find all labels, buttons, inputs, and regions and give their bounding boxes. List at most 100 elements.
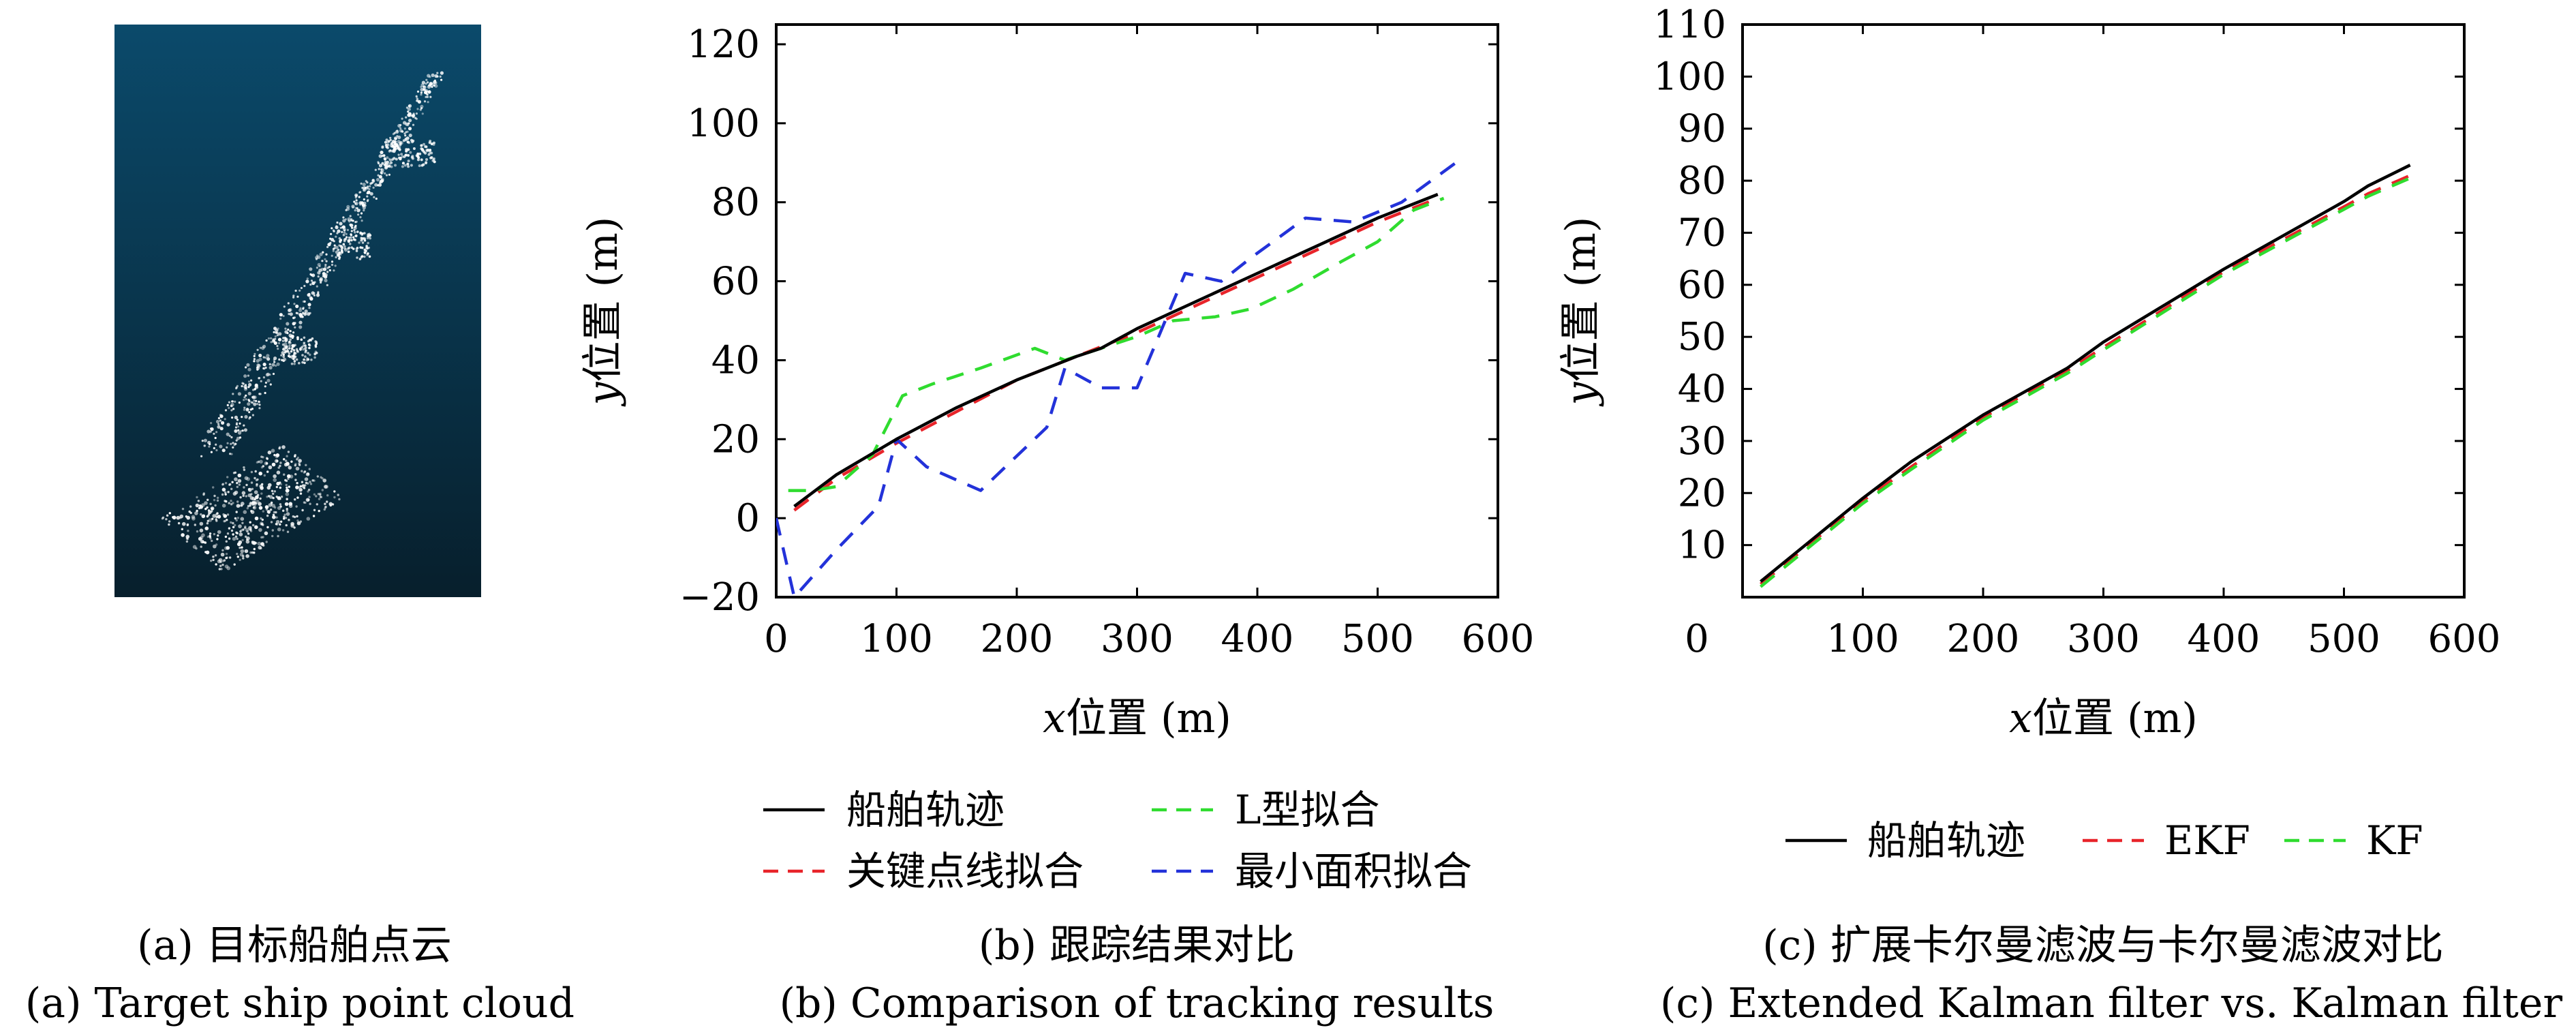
point-cloud-dot [288, 352, 291, 355]
point-cloud-dot [215, 443, 217, 446]
point-cloud-dot [284, 338, 287, 341]
point-cloud-dot [354, 209, 356, 212]
point-cloud-dot [275, 485, 278, 489]
point-cloud-dot [284, 479, 287, 482]
point-cloud-dot [280, 496, 283, 498]
point-cloud-dot [423, 142, 425, 146]
point-cloud-dot [294, 326, 296, 329]
point-cloud-dot [246, 506, 249, 510]
point-cloud-dot [240, 517, 245, 521]
x-tick-label: 400 [2188, 617, 2260, 661]
point-cloud-dot [397, 153, 400, 156]
point-cloud-dot [204, 551, 207, 554]
point-cloud-dot [342, 243, 346, 246]
point-cloud-dot [408, 104, 412, 108]
point-cloud-dot [342, 216, 345, 219]
point-cloud-dot [408, 134, 412, 138]
point-cloud-dot [237, 392, 241, 396]
point-cloud-dot [255, 399, 258, 402]
legend-label: 关键点线拟合 [846, 848, 1084, 894]
point-cloud-dot [383, 164, 386, 166]
point-cloud-dot [236, 485, 239, 488]
point-cloud-dot [273, 359, 275, 361]
point-cloud-dot [350, 236, 352, 239]
point-cloud-dot [224, 491, 227, 494]
point-cloud-dot [232, 408, 235, 410]
point-cloud-dot [426, 93, 429, 96]
point-cloud-dot [256, 348, 259, 351]
point-cloud-dot [253, 358, 256, 361]
point-cloud-dot [335, 250, 339, 254]
point-cloud-dot [231, 481, 234, 483]
point-cloud-dot [421, 149, 425, 152]
point-cloud-dot [236, 481, 239, 485]
point-cloud-dot [256, 366, 260, 370]
point-cloud-dot [298, 361, 301, 365]
point-cloud-dot [254, 383, 258, 387]
point-cloud-dot [328, 266, 331, 269]
series-line-船舶轨迹 [793, 193, 1439, 508]
point-cloud-dot [243, 399, 245, 402]
point-cloud-dot [256, 359, 260, 363]
point-cloud-dot [309, 502, 311, 505]
point-cloud-dot [427, 101, 429, 104]
point-cloud-dot [307, 303, 311, 307]
point-cloud-dot [425, 145, 428, 149]
point-cloud-dot [269, 509, 273, 511]
y-tick-label: 70 [1678, 211, 1726, 255]
point-cloud-dot [265, 462, 269, 465]
point-cloud-dot [292, 349, 296, 352]
caption-b-en: (b) Comparison of tracking results [780, 980, 1494, 1027]
point-cloud-dot [206, 429, 211, 434]
x-tick-label: 100 [860, 617, 933, 661]
point-cloud-dot [228, 502, 230, 504]
point-cloud-dot [401, 117, 403, 120]
point-cloud-dot [262, 356, 265, 359]
point-cloud-dot [293, 360, 296, 363]
point-cloud-dot [384, 172, 386, 175]
point-cloud-dot [369, 237, 371, 240]
point-cloud-dot [185, 534, 190, 539]
point-cloud-dot [309, 283, 312, 286]
point-cloud-dot [226, 404, 229, 407]
point-cloud-dot [288, 466, 292, 470]
point-cloud-dot [315, 495, 318, 498]
y-axis-text: 位置 (m) [1557, 217, 1605, 382]
point-cloud-dot [264, 357, 267, 359]
point-cloud-dot [245, 528, 249, 532]
point-cloud-dot [269, 363, 271, 366]
point-cloud-dot [239, 436, 242, 439]
point-cloud-dot [316, 293, 320, 297]
point-cloud-dot [411, 157, 414, 160]
point-cloud-dot [283, 513, 286, 516]
point-cloud-dot [247, 504, 250, 508]
point-cloud-dot [236, 532, 239, 534]
point-cloud-dot [258, 407, 261, 410]
point-cloud-dot [242, 494, 245, 497]
point-cloud-dot [219, 444, 223, 449]
point-cloud-dot [221, 483, 224, 486]
point-cloud-dot [211, 507, 214, 511]
point-cloud-dot [256, 478, 259, 481]
point-cloud-dot [420, 85, 423, 89]
point-cloud-dot [283, 517, 286, 520]
point-cloud-dot [286, 486, 288, 489]
point-cloud-dot [265, 506, 268, 509]
point-cloud-dot [211, 539, 213, 543]
point-cloud-dot [358, 209, 361, 211]
point-cloud-dot [185, 537, 189, 540]
x-tick-label: 400 [1221, 617, 1294, 661]
panel-b-chart: 0 100 200 300 400 500 600−20020406080100120x位置… [579, 22, 1534, 894]
point-cloud-dot [249, 502, 251, 505]
point-cloud-dot [318, 509, 320, 513]
point-cloud-dot [423, 85, 427, 89]
point-cloud-dot [267, 337, 270, 340]
point-cloud-dot [355, 234, 358, 237]
point-cloud-dot [224, 418, 226, 421]
point-cloud-dot [400, 153, 403, 156]
point-cloud-dot [363, 198, 365, 201]
point-cloud-dot [392, 133, 395, 136]
point-cloud-dot [334, 264, 337, 267]
legend-label: 船舶轨迹 [846, 787, 1005, 833]
